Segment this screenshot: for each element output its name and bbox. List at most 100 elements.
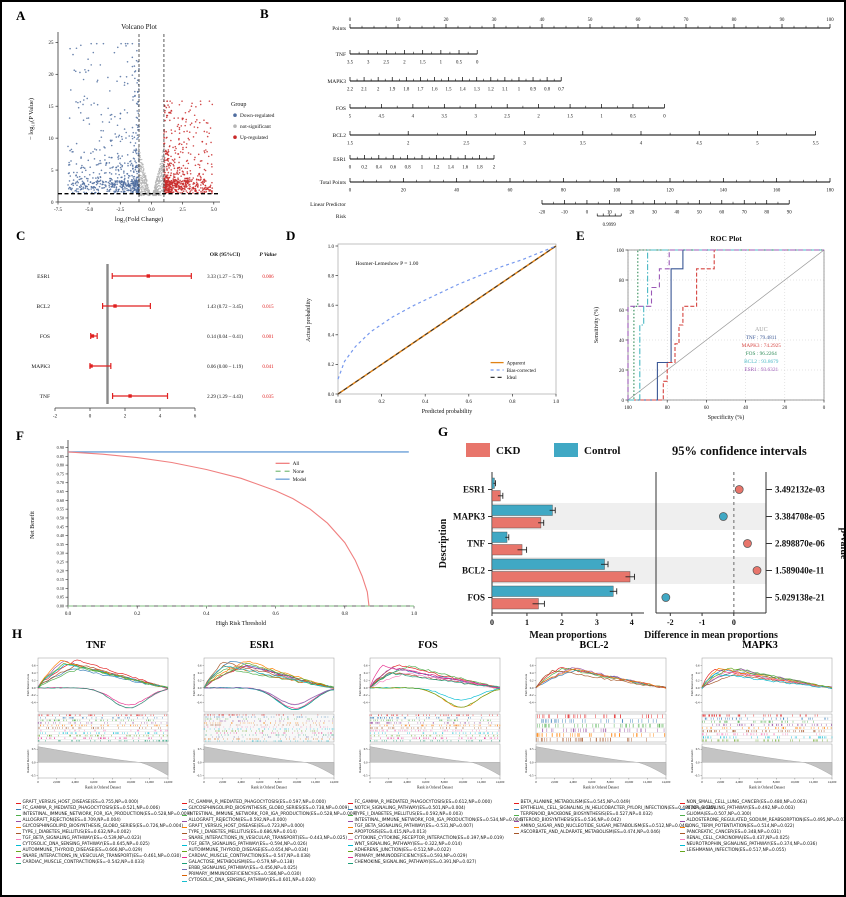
legend-swatch: [680, 844, 685, 846]
svg-text:2,000: 2,000: [385, 780, 393, 785]
svg-text:0: 0: [203, 780, 205, 784]
legend-text: AUTOIMMUNE_THYROID_DISEASE(ES=0.654,NP=0…: [188, 848, 309, 854]
svg-text:14,000: 14,000: [828, 780, 837, 785]
svg-text:100: 100: [617, 249, 625, 254]
gsea-legend-item: SNARE_INTERACTIONS_IN_VESICULAR_TRANSPOR…: [182, 836, 347, 842]
legend-text: CYTOSOLIC_DNA_SENSING_PATHWAY(ES=0.645,N…: [22, 842, 150, 848]
legend-swatch: [348, 814, 353, 816]
legend-swatch: [514, 814, 519, 816]
gsea-legend-item: ERBB_SIGNALING_PATHWAY(ES=-0.456,NP=0.02…: [182, 866, 342, 872]
svg-text:Apparent: Apparent: [507, 361, 526, 366]
panel-d-label: D: [286, 228, 296, 243]
svg-text:80: 80: [619, 279, 625, 284]
svg-text:1: 1: [518, 88, 521, 93]
svg-text:0.6: 0.6: [364, 663, 368, 667]
gsea-plot-mapk3: 0.6 0.4 0.2 0.0 -0.2 -0.4 0.5 0.0 -0.50 2,000 4,00…: [690, 657, 837, 790]
legend-text: INTESTINAL_IMMUNE_NETWORK_FOR_IGA_PRODUC…: [188, 812, 358, 818]
gsea-legend-item: TERPENOID_BACKBONE_BIOSYNTHESIS(ES=0.527…: [514, 812, 674, 818]
svg-text:0: 0: [701, 780, 703, 784]
gsea-legend-item: FC_GAMMA_R_MEDIATED_PHAGOCYTOSIS(ES=0.61…: [348, 800, 508, 806]
legend-text: CYTOSOLIC_DNA_SENSING_PATHWAY(ES=0.601,N…: [188, 878, 316, 884]
svg-text:3.33 (1.27 – 5.79): 3.33 (1.27 – 5.79): [207, 275, 243, 280]
svg-text:Mean proportions: Mean proportions: [529, 630, 606, 641]
svg-text:8,000: 8,000: [607, 780, 615, 785]
legend-swatch: [182, 862, 187, 864]
svg-text:0: 0: [37, 780, 39, 784]
svg-text:0.4: 0.4: [364, 671, 368, 675]
legend-swatch: [514, 826, 519, 828]
svg-text:0.35: 0.35: [57, 542, 64, 547]
svg-text:0.2: 0.2: [361, 166, 368, 171]
svg-text:0: 0: [586, 211, 589, 216]
legend-swatch: [680, 838, 685, 840]
svg-text:0.6: 0.6: [390, 166, 397, 171]
svg-text:Enrichment score: Enrichment score: [192, 673, 196, 696]
svg-text:14,000: 14,000: [662, 780, 671, 785]
svg-text:Ranked list metric: Ranked list metric: [690, 749, 694, 773]
svg-text:0.2: 0.2: [198, 678, 202, 682]
gsea-legend-item: ASCORBATE_AND_ALDARATE_METABOLISM(ES=0.4…: [514, 830, 674, 836]
svg-text:0.015: 0.015: [262, 305, 274, 310]
legend-swatch: [182, 838, 187, 840]
gsea-legend-item: FC_GAMMA_R_MEDIATED_PHAGOCYTOSIS(ES=0.59…: [182, 800, 342, 806]
svg-text:0.8: 0.8: [405, 166, 412, 171]
svg-text:3.5: 3.5: [580, 142, 587, 147]
svg-text:0.05: 0.05: [57, 595, 64, 600]
legend-swatch: [680, 814, 685, 816]
svg-text:10: 10: [607, 211, 612, 216]
legend-text: ASCORBATE_AND_ALDARATE_METABOLISM(ES=0.4…: [520, 830, 661, 836]
gsea-title-tnf: TNF: [86, 640, 106, 651]
svg-text:FOS : 96.2264: FOS : 96.2264: [746, 351, 777, 357]
svg-text:2: 2: [537, 115, 540, 120]
svg-text:log₂(Fold Change): log₂(Fold Change): [115, 216, 163, 223]
svg-text:0.8: 0.8: [509, 400, 516, 405]
svg-text:2.2: 2.2: [347, 88, 354, 93]
svg-text:4: 4: [640, 142, 643, 147]
svg-text:1.5: 1.5: [347, 142, 354, 147]
svg-text:0.006: 0.006: [262, 275, 274, 280]
svg-text:0.06 (0.00 – 1.19): 0.06 (0.00 – 1.19): [207, 365, 243, 370]
calibration-plot: 0.00.0 0.2 0.2 0.4 0.4 0.6 0.6 0.8 0.8 1.0 1.0 Hosm…: [306, 243, 560, 415]
svg-text:0.45: 0.45: [57, 524, 64, 529]
svg-text:0: 0: [535, 780, 537, 784]
svg-text:70: 70: [684, 18, 689, 23]
panel-f-label: F: [16, 428, 24, 443]
svg-text:4: 4: [630, 618, 634, 627]
legend-swatch: [348, 808, 353, 810]
svg-text:TNF: TNF: [467, 539, 486, 549]
svg-text:1.5: 1.5: [567, 115, 574, 120]
gsea-legend-item: TGF_BETA_SIGNALING_PATHWAY(ES=-0.539,NP=…: [16, 836, 176, 842]
svg-text:30: 30: [652, 211, 657, 216]
gsea-legend-item: GRAFT_VERSUS_HOST_DISEASE(ES=0.723,NP=0.…: [182, 824, 342, 830]
svg-text:0: 0: [663, 115, 666, 120]
svg-text:0.0: 0.0: [32, 686, 36, 690]
svg-text:1: 1: [600, 115, 603, 120]
svg-text:10,000: 10,000: [790, 780, 799, 785]
gsea-plot-fos: 0.6 0.4 0.2 0.0 -0.2 -0.4 0.5 0.0 -0.50 2,000 4,00…: [358, 657, 505, 790]
svg-text:3: 3: [523, 142, 526, 147]
svg-text:25: 25: [49, 41, 55, 46]
svg-text:0.4: 0.4: [32, 671, 36, 675]
svg-text:0.5: 0.5: [364, 747, 368, 751]
svg-text:1.3: 1.3: [474, 88, 481, 93]
svg-text:0.14 (0.04 – 0.41): 0.14 (0.04 – 0.41): [207, 335, 243, 340]
svg-text:6,000: 6,000: [754, 780, 762, 785]
gsea-plot-esr1: 0.6 0.4 0.2 0.0 -0.2 -0.4 0.5 0.0 -0.50 2,000 4,00…: [192, 657, 339, 790]
svg-text:MAPK3 : 74.2925: MAPK3 : 74.2925: [742, 343, 782, 349]
legend-text: EPITHELIAL_CELL_SIGNALING_IN_HELICOBACTE…: [520, 806, 716, 812]
gsea-legend-item: CHEMOKINE_SIGNALING_PATHWAY(ES=0.391,NP=…: [348, 860, 508, 866]
svg-text:Total Points: Total Points: [320, 180, 346, 186]
svg-text:10,000: 10,000: [624, 780, 633, 785]
svg-text:0.0: 0.0: [530, 760, 534, 764]
legend-swatch: [348, 856, 353, 858]
gsea-column-mapk3: MAPK3 0.6 0.4 0.2 0.0 -0.2 -0.4 0.5 0.0 -0.5 0 2,0…: [680, 640, 844, 884]
svg-text:1.7: 1.7: [417, 88, 424, 93]
svg-text:-0.5: -0.5: [363, 773, 368, 777]
svg-text:2: 2: [493, 166, 496, 171]
svg-text:0.6: 0.6: [272, 612, 279, 617]
svg-text:0.4: 0.4: [696, 671, 700, 675]
legend-swatch: [182, 826, 187, 828]
gsea-legend-item: GALACTOSE_METABOLISM(ES=-0.579,NP=0.138): [182, 860, 342, 866]
legend-swatch: [182, 874, 187, 876]
legend-swatch: [16, 820, 21, 822]
